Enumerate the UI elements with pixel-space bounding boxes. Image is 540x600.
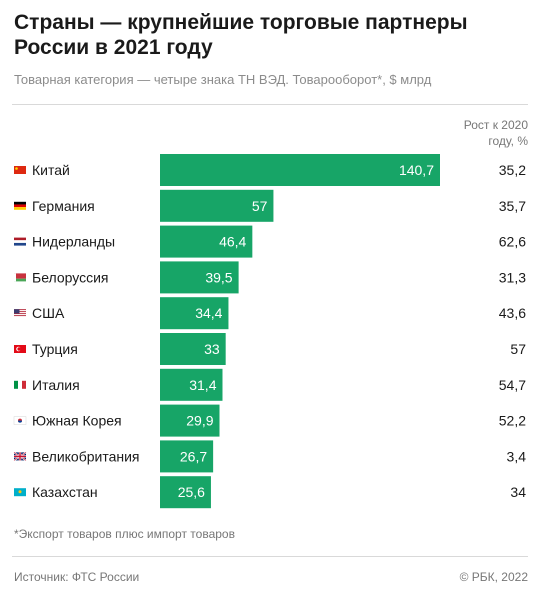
category-label: Германия	[32, 198, 95, 214]
germany-flag-icon	[14, 201, 26, 210]
top-divider	[12, 104, 528, 105]
bar	[160, 440, 214, 473]
category-label: США	[32, 305, 65, 321]
bar-chart: Китай 140,7 35,2 Германия 57 35,7 Нидерланды 46…	[13, 154, 527, 509]
south-korea-flag-icon	[13, 416, 27, 425]
china-flag-icon	[14, 166, 26, 174]
chart-subtitle: Товарная категория — четыре знака ТН ВЭД…	[14, 72, 432, 87]
usa-flag-icon	[14, 309, 26, 318]
category-label: Италия	[32, 377, 80, 393]
growth-value-label: 43,6	[499, 305, 526, 321]
growth-value-label: 35,2	[499, 162, 526, 178]
category-label: Белоруссия	[32, 269, 109, 285]
growth-value-label: 54,7	[499, 377, 526, 393]
growth-value-label: 62,6	[499, 234, 526, 250]
bar-value-label: 25,6	[178, 484, 205, 500]
growth-value-label: 35,7	[499, 198, 526, 214]
bar-value-label: 140,7	[399, 162, 434, 178]
turkey-flag-icon	[14, 345, 26, 353]
category-label: Южная Корея	[32, 413, 122, 429]
bar	[160, 368, 223, 401]
bar	[160, 189, 274, 222]
category-label: Нидерланды	[32, 234, 115, 250]
bar	[160, 404, 220, 437]
italy-flag-icon	[14, 380, 26, 389]
bar-value-label: 46,4	[219, 234, 246, 250]
chart-title: Страны — крупнейшие торговые партнеры Ро…	[14, 11, 468, 59]
bar-value-label: 57	[252, 198, 268, 214]
bar-value-label: 26,7	[180, 448, 207, 464]
bar	[160, 154, 440, 186]
uk-flag-icon	[13, 451, 27, 462]
growth-value-label: 3,4	[507, 448, 527, 464]
bar-value-label: 33	[204, 341, 220, 357]
bar	[160, 333, 226, 365]
growth-column-header: Рост к 2020 году, %	[408, 117, 528, 149]
growth-header-line1: Рост к 2020	[463, 118, 528, 132]
category-label: Казахстан	[32, 484, 98, 500]
growth-header-line2: году, %	[488, 134, 528, 148]
bar-value-label: 31,4	[189, 377, 216, 393]
kazakhstan-flag-icon	[14, 488, 26, 497]
footnote: *Экспорт товаров плюс импорт товаров	[14, 527, 235, 541]
bottom-divider	[12, 556, 528, 557]
bar	[160, 297, 229, 330]
category-label: Турция	[32, 341, 78, 357]
bar-value-label: 34,4	[195, 305, 222, 321]
growth-value-label: 52,2	[499, 413, 526, 429]
growth-value-label: 34	[510, 484, 526, 500]
bar-value-label: 29,9	[186, 413, 213, 429]
copyright-text: © РБК, 2022	[459, 570, 528, 584]
belarus-flag-icon	[14, 273, 26, 282]
bar	[160, 476, 211, 509]
netherlands-flag-icon	[14, 237, 26, 246]
growth-value-label: 31,3	[499, 269, 526, 285]
bar-value-label: 39,5	[205, 269, 232, 285]
growth-value-label: 57	[510, 341, 526, 357]
category-label: Великобритания	[32, 448, 140, 464]
bar	[160, 261, 239, 294]
bar	[160, 225, 253, 258]
category-label: Китай	[32, 162, 70, 178]
source-text: Источник: ФТС России	[14, 570, 140, 584]
